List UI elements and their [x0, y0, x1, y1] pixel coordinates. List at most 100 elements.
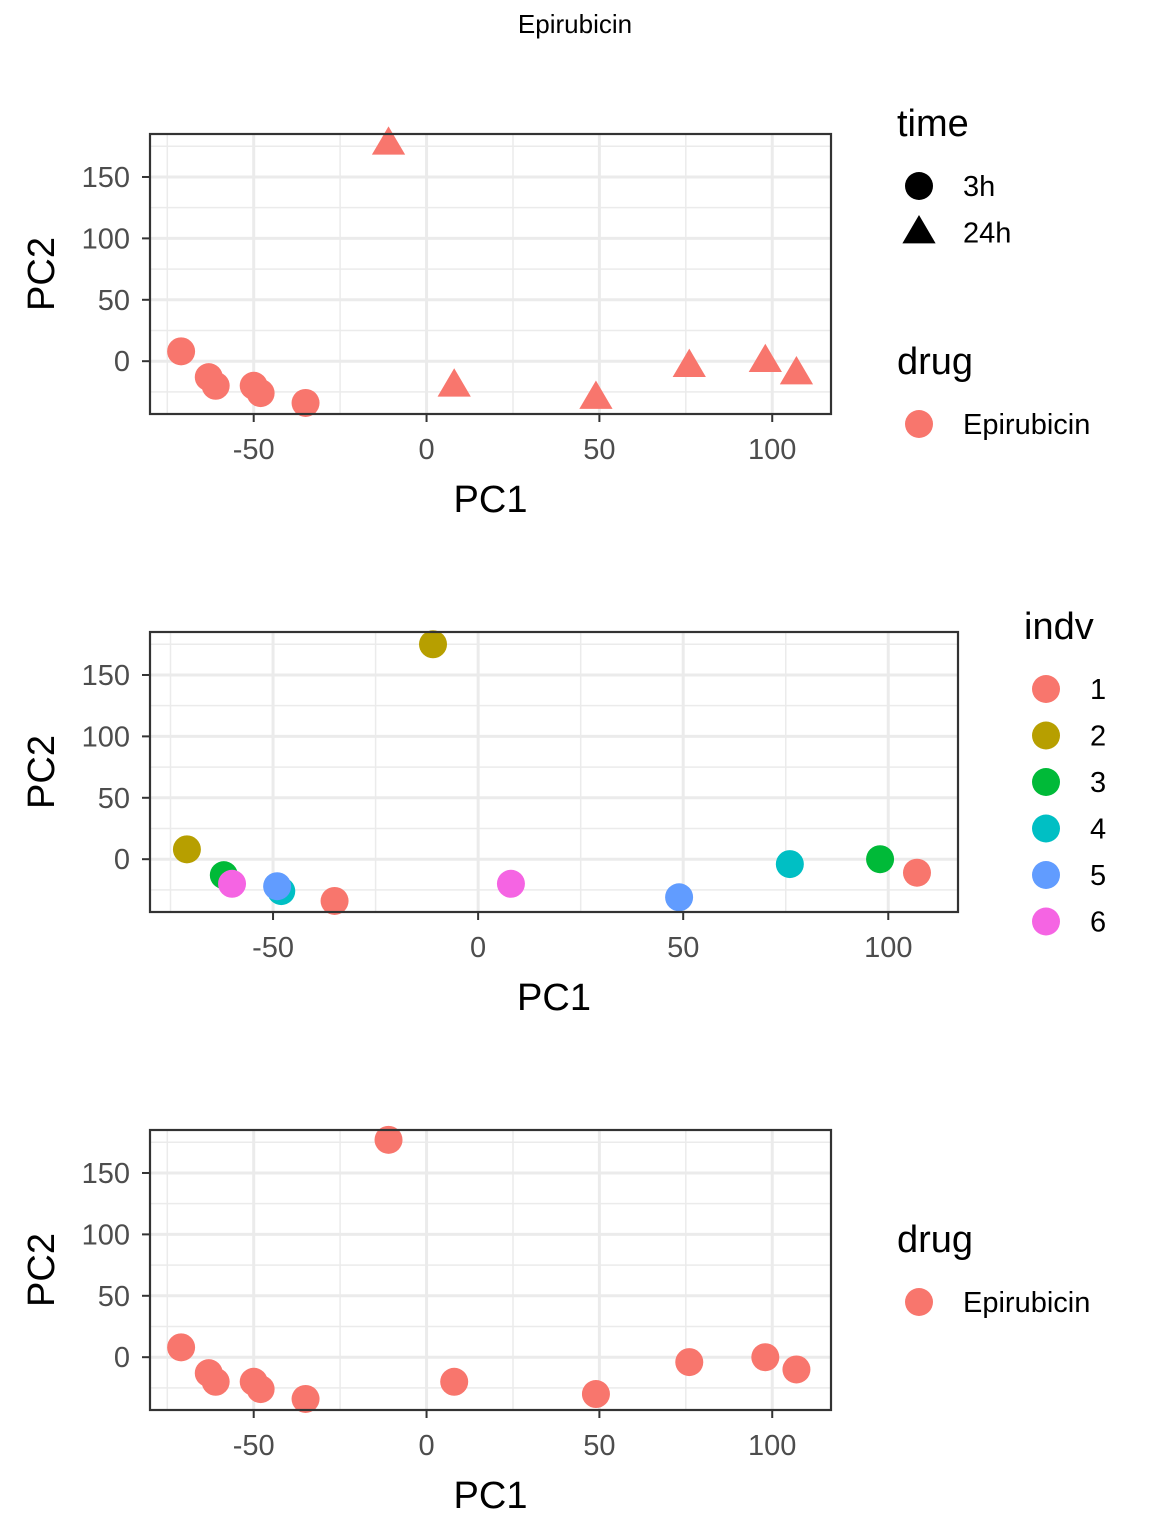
legend-key [905, 410, 933, 438]
points [172, 630, 931, 915]
data-point [263, 872, 292, 901]
points [167, 126, 814, 417]
data-point [374, 1125, 403, 1154]
legend-label: 1 [1090, 674, 1106, 706]
data-point [291, 1384, 320, 1413]
data-point [748, 343, 782, 373]
data-point [246, 1375, 275, 1404]
y-axis-title: PC2 [21, 237, 63, 311]
data-point [665, 883, 694, 912]
x-tick-label: 50 [583, 434, 615, 466]
panel-3: -50 0 50 100 0 50 100 150 PC1 PC2 drug Epirubicin [21, 1125, 1090, 1517]
data-point [291, 388, 320, 417]
data-point [371, 126, 406, 155]
legend-key [1032, 721, 1060, 750]
y-tick-label: 100 [82, 223, 130, 255]
y-tick-label: 150 [82, 1158, 130, 1190]
y-tick-label: 150 [82, 660, 130, 692]
x-tick-label: 100 [748, 1430, 796, 1462]
data-point [437, 368, 471, 397]
panel-2: -50 0 50 100 0 50 100 150 PC1 PC2 indv 1 2 3 4 5 6 [21, 606, 1106, 1019]
x-tick-label: -50 [233, 1430, 275, 1462]
data-point [201, 1367, 230, 1396]
y-tick-label: 150 [82, 162, 130, 194]
x-tick-label: 0 [418, 1430, 434, 1462]
y-tick-label: 0 [114, 346, 130, 378]
legend-key [1032, 814, 1060, 843]
x-tick-label: 50 [667, 932, 699, 964]
legend-label: 3h [963, 171, 995, 203]
y-tick-label: 0 [114, 844, 130, 876]
y-tick-label: 50 [98, 285, 130, 317]
data-point [675, 1348, 704, 1377]
data-point [440, 1367, 469, 1396]
legend-key [1032, 907, 1060, 936]
data-point [246, 379, 275, 408]
legend-label: Epirubicin [963, 409, 1090, 441]
x-tick-label: 50 [583, 1430, 615, 1462]
legend-time: time 3h 24h [897, 103, 1011, 250]
panel-border [148, 630, 960, 914]
legend-label: 5 [1090, 860, 1106, 892]
grid [150, 632, 958, 912]
x-tick-label: -50 [233, 434, 275, 466]
data-point [751, 1343, 780, 1372]
legend-key [1032, 861, 1060, 889]
data-point [579, 380, 613, 409]
figure-title: Epirubicin [518, 9, 632, 39]
y-tick-label: 100 [82, 721, 130, 753]
y-tick-label: 50 [98, 783, 130, 815]
data-point [902, 858, 931, 887]
x-axis-title: PC1 [454, 479, 528, 521]
data-point [779, 355, 814, 385]
panel-border [148, 1128, 833, 1412]
x-axis-title: PC1 [454, 1475, 528, 1517]
panel-1: -50 0 50 100 0 50 100 150 PC1 PC2 time 3h 24h drug Epi… [21, 103, 1090, 521]
y-tick-label: 100 [82, 1219, 130, 1251]
data-point [320, 886, 349, 915]
legend-key [902, 215, 936, 244]
data-point [201, 371, 230, 400]
x-tick-label: -50 [252, 932, 294, 964]
legend-label: Epirubicin [963, 1287, 1090, 1319]
plot-background [150, 1130, 831, 1410]
points [167, 1125, 811, 1413]
y-axis-title: PC2 [21, 735, 63, 809]
plot-background [150, 134, 831, 414]
data-point [172, 835, 201, 864]
legend-label: 3 [1090, 767, 1106, 799]
legend-label: 4 [1090, 814, 1106, 846]
legend-key [1032, 675, 1060, 703]
data-point [581, 1380, 610, 1409]
data-point [167, 337, 196, 366]
legend-title: time [897, 103, 969, 145]
x-tick-label: 100 [748, 434, 796, 466]
legend-label: 6 [1090, 907, 1106, 939]
legend-key [1032, 768, 1060, 796]
legend-title: drug [897, 341, 973, 383]
grid [150, 1130, 831, 1410]
legend-label: 24h [963, 218, 1011, 250]
x-tick-label: 100 [864, 932, 912, 964]
data-point [167, 1333, 196, 1362]
y-tick-label: 50 [98, 1281, 130, 1313]
legend-key [905, 172, 933, 200]
legend-drug: drug Epirubicin [897, 341, 1090, 441]
x-tick-label: 0 [470, 932, 486, 964]
data-point [496, 869, 525, 898]
legend-indv: indv 1 2 3 4 5 6 [1024, 606, 1106, 939]
legend-title: drug [897, 1219, 973, 1261]
y-tick-label: 0 [114, 1342, 130, 1374]
panels: -50 0 50 100050100150PC1PC2time3h24hdrugEpi… [21, 103, 1106, 1517]
legend-key [905, 1288, 933, 1316]
data-point [866, 845, 895, 874]
panel-border [148, 132, 833, 416]
x-tick-label: 0 [418, 434, 434, 466]
legend-drug: drug Epirubicin [897, 1219, 1090, 1319]
x-axis-title: PC1 [517, 977, 591, 1019]
data-point [782, 1355, 811, 1384]
y-axis-title: PC2 [21, 1233, 63, 1307]
data-point [672, 348, 706, 377]
data-point [218, 869, 247, 898]
